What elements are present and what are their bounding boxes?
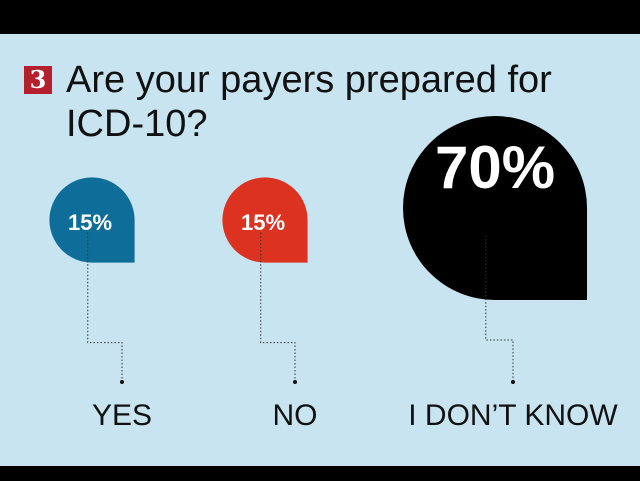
value-label-yes: 15% <box>68 210 112 235</box>
bubble-no <box>222 177 308 263</box>
leader-dot-yes <box>120 380 124 384</box>
leader-dot-i-don-t-know <box>511 380 515 384</box>
question-title: Are your payers prepared for ICD-10? <box>66 59 552 145</box>
top-band <box>0 0 640 34</box>
leader-dot-no <box>293 380 297 384</box>
value-label-no: 15% <box>241 210 285 235</box>
category-label-no: NO <box>273 399 318 432</box>
leader-line-yes <box>87 232 123 382</box>
question-number-badge: 3 <box>24 66 52 94</box>
bottom-band <box>0 466 640 481</box>
category-label-yes: YES <box>92 399 152 432</box>
value-label-i-don-t-know: 70% <box>435 134 555 201</box>
leader-line-no <box>260 232 296 382</box>
bubble-i-don-t-know <box>403 116 587 300</box>
bubble-yes <box>49 177 135 263</box>
category-label-i-don-t-know: I DON’T KNOW <box>408 399 618 432</box>
